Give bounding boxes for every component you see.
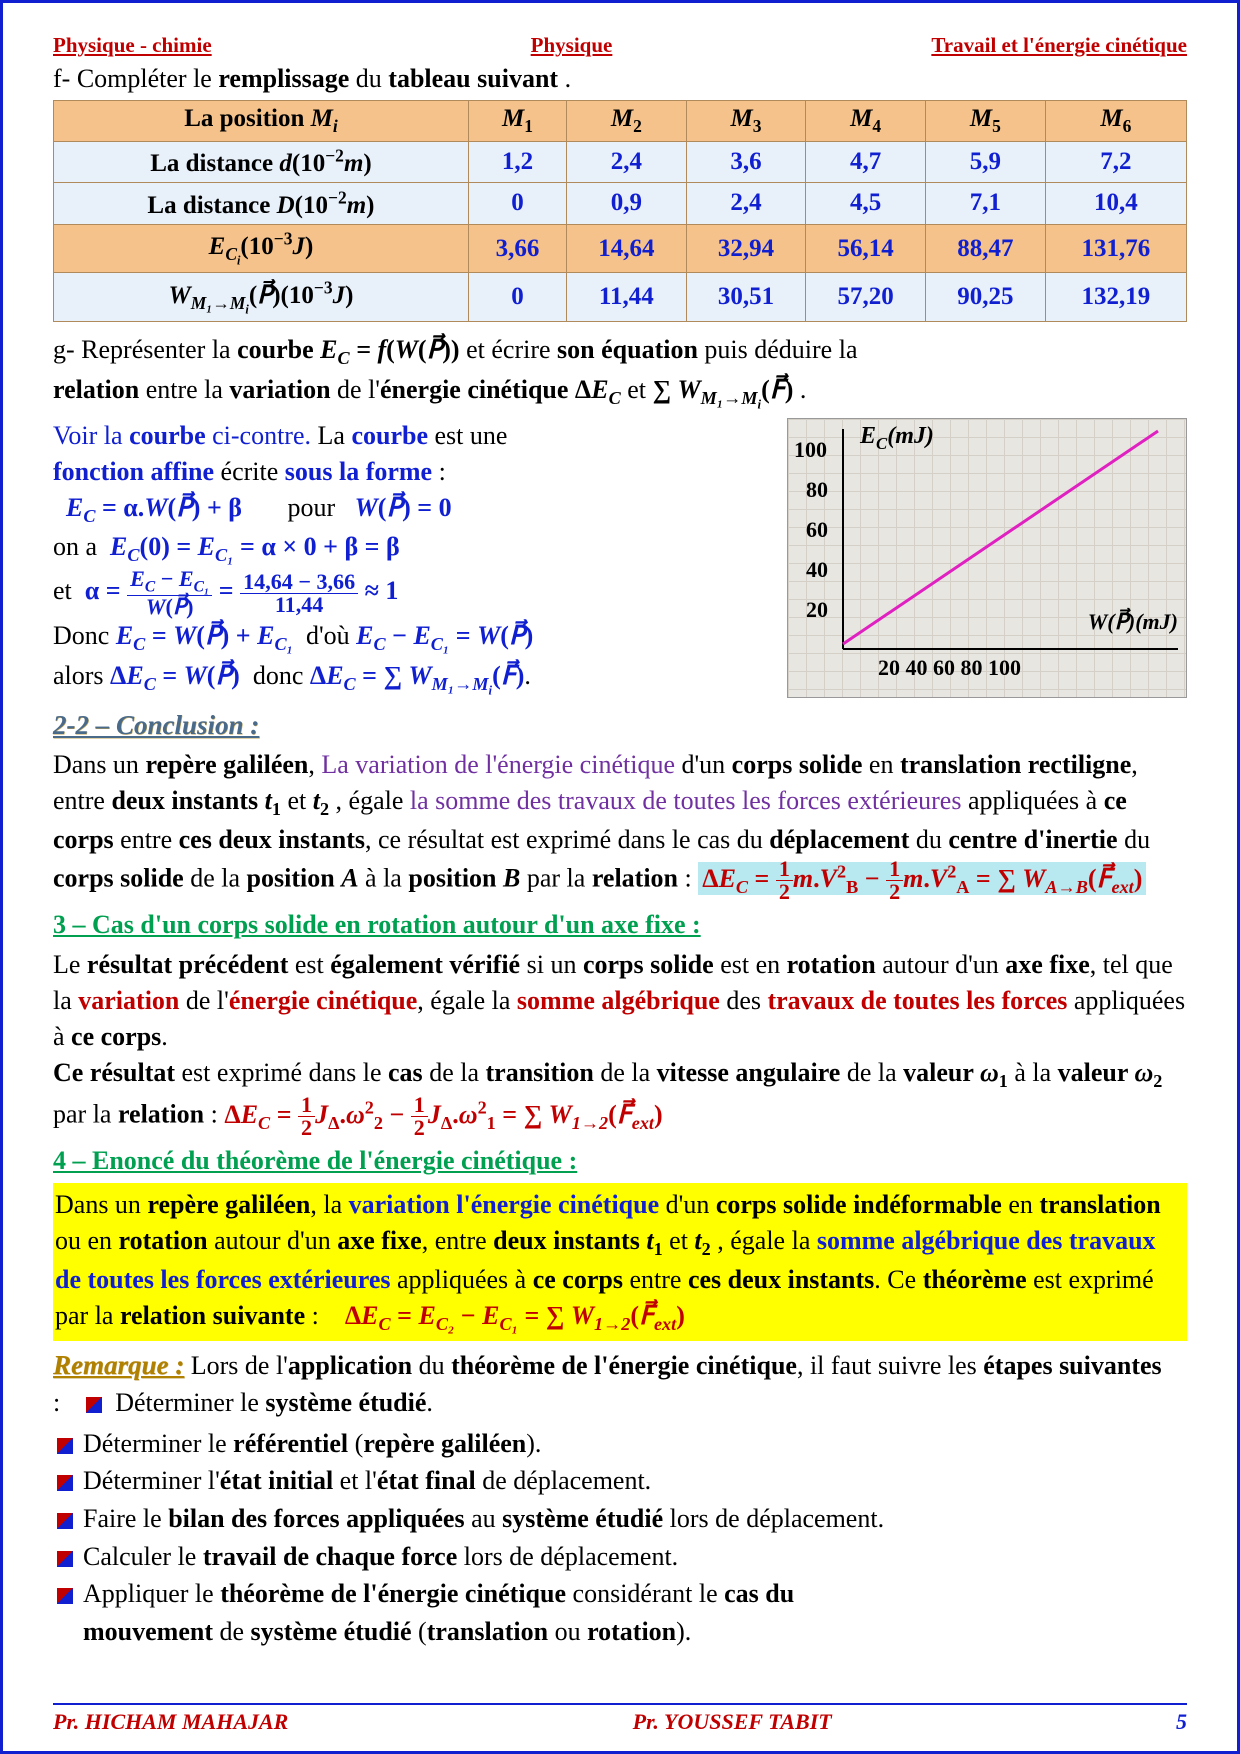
list-item: Déterminer l'état initial et l'état fina…	[83, 1462, 1187, 1500]
cell: 0,9	[566, 183, 686, 224]
page: Physique - chimie Physique Travail et l'…	[0, 0, 1240, 1754]
text-and-chart: Voir la courbe ci-contre. La courbe est …	[53, 418, 1187, 704]
remark: Remarque : Lors de l'application du théo…	[53, 1347, 1187, 1420]
ytick: 100	[794, 437, 827, 463]
intro-f: f- Compléter le remplissage du tableau s…	[53, 64, 1187, 94]
cell: 32,94	[686, 224, 806, 273]
cell: 88,47	[926, 224, 1046, 273]
chart-title: EC(mJ)	[860, 423, 934, 454]
th-position: La position Mi	[54, 101, 469, 142]
row-W-label: WM₁→Mi(P⃗)(10−3J)	[54, 273, 469, 322]
list-item: Appliquer le théorème de l'énergie cinét…	[83, 1575, 1187, 1650]
header-left: Physique - chimie	[53, 33, 212, 58]
footer-left: Pr. HICHAM MAHAJAR	[53, 1709, 288, 1735]
conclusion-title: 2-2 – Conclusion :	[53, 710, 1187, 741]
sec4-title: 4 – Enoncé du théorème de l'énergie ciné…	[53, 1143, 1187, 1179]
page-footer: Pr. HICHAM MAHAJAR Pr. YOUSSEF TABIT 5	[53, 1703, 1187, 1735]
th-m3: M3	[686, 101, 806, 142]
cell: 0	[468, 273, 566, 322]
cell: 7,1	[926, 183, 1046, 224]
th-m5: M5	[926, 101, 1046, 142]
list-item: Déterminer le référentiel (repère galilé…	[83, 1425, 1187, 1463]
cell: 3,6	[686, 142, 806, 183]
cell: 3,66	[468, 224, 566, 273]
cell: 7,2	[1045, 142, 1186, 183]
cell: 11,44	[566, 273, 686, 322]
cell: 0	[468, 183, 566, 224]
conclusion-text: Dans un repère galiléen, La variation de…	[53, 747, 1187, 903]
cell: 131,76	[1045, 224, 1186, 273]
header-right: Travail et l'énergie cinétique	[931, 33, 1187, 58]
header-center: Physique	[531, 33, 613, 58]
ytick: 80	[806, 477, 828, 503]
th-m4: M4	[806, 101, 926, 142]
cell: 56,14	[806, 224, 926, 273]
th-m6: M6	[1045, 101, 1186, 142]
cell: 4,5	[806, 183, 926, 224]
cell: 5,9	[926, 142, 1046, 183]
steps-list: Déterminer le référentiel (repère galilé…	[53, 1425, 1187, 1651]
chart: EC(mJ) 100 80 60 40 20 20 40 60 80 100 W…	[787, 418, 1187, 698]
cell: 14,64	[566, 224, 686, 273]
para-g: g- Représenter la courbe EC = f(W(P⃗)) e…	[53, 332, 1187, 414]
xtick: 20 40 60 80 100	[878, 655, 1021, 681]
row-D-label: La distance D(10−2m)	[54, 183, 469, 224]
footer-center: Pr. YOUSSEF TABIT	[633, 1709, 832, 1735]
sec3-title: 3 – Cas d'un corps solide en rotation au…	[53, 907, 1187, 943]
row-d-label: La distance d(10−2m)	[54, 142, 469, 183]
sec4-text: Dans un repère galiléen, la variation l'…	[53, 1183, 1187, 1341]
th-m2: M2	[566, 101, 686, 142]
page-header: Physique - chimie Physique Travail et l'…	[53, 33, 1187, 58]
derivation-block: Voir la courbe ci-contre. La courbe est …	[53, 418, 773, 700]
ytick: 40	[806, 557, 828, 583]
cell: 30,51	[686, 273, 806, 322]
list-item: Faire le bilan des forces appliquées au …	[83, 1500, 1187, 1538]
cell: 2,4	[566, 142, 686, 183]
cell: 10,4	[1045, 183, 1186, 224]
cell: 90,25	[926, 273, 1046, 322]
list-item: Calculer le travail de chaque force lors…	[83, 1538, 1187, 1576]
cell: 57,20	[806, 273, 926, 322]
th-m1: M1	[468, 101, 566, 142]
cell: 2,4	[686, 183, 806, 224]
sec3-text: Le résultat précédent est également véri…	[53, 947, 1187, 1139]
cell: 1,2	[468, 142, 566, 183]
footer-right: 5	[1176, 1709, 1187, 1735]
ytick: 20	[806, 597, 828, 623]
row-Ec-label: ECi(10−3J)	[54, 224, 469, 273]
cell: 4,7	[806, 142, 926, 183]
chart-xlabel: W(P⃗)(mJ)	[1088, 609, 1178, 635]
data-table: La position Mi M1 M2 M3 M4 M5 M6 La dist…	[53, 100, 1187, 322]
cell: 132,19	[1045, 273, 1186, 322]
remark-title: Remarque :	[53, 1350, 184, 1380]
ytick: 60	[806, 517, 828, 543]
